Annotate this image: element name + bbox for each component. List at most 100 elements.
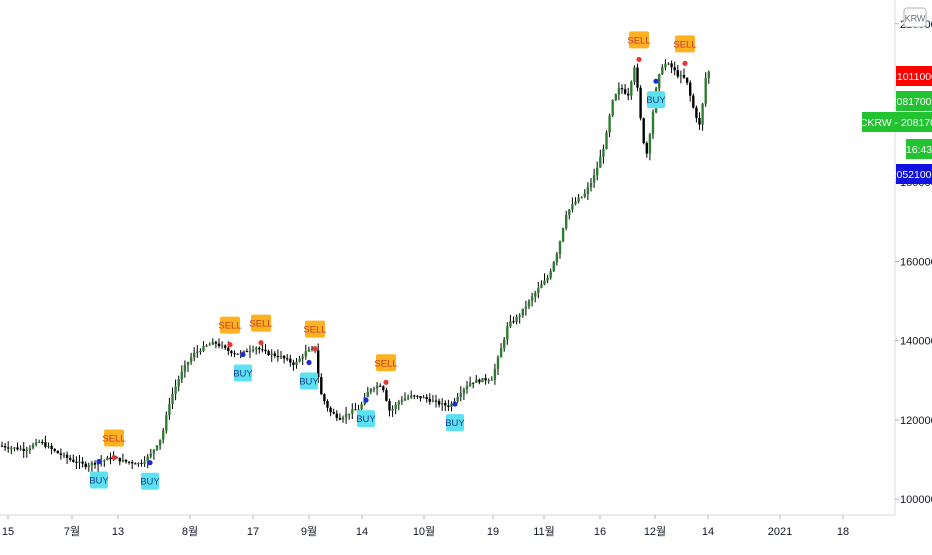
price-labels-layer: 2101100020817000BTCKRW - 2081700016:4320… xyxy=(846,66,932,184)
candle xyxy=(0,441,4,447)
candle xyxy=(233,350,236,358)
price-label[interactable]: 21011000 xyxy=(891,66,932,86)
candle xyxy=(447,399,450,412)
y-tick: 16000000 xyxy=(895,256,932,268)
signals-layer: SELL BUY BUY SELL BUY SELL SELL BUY SELL BUY BUY SE… xyxy=(89,31,697,490)
candle xyxy=(326,399,329,412)
signal-badge xyxy=(251,314,271,332)
candle xyxy=(53,448,56,453)
signal-label: SELL xyxy=(627,35,650,46)
candle xyxy=(323,393,326,405)
x-tick: 11월 xyxy=(533,515,555,538)
sell-signal[interactable]: SELL xyxy=(673,35,697,66)
candle xyxy=(270,349,273,362)
buy-signal[interactable]: BUY xyxy=(140,460,160,490)
buy-signal[interactable]: BUY xyxy=(646,78,666,109)
candle xyxy=(490,376,493,381)
x-tick: 16 xyxy=(594,515,606,538)
x-tick-label: 13 xyxy=(112,526,124,538)
x-tick-label: 15 xyxy=(2,526,14,538)
buy-signal[interactable]: BUY xyxy=(89,458,109,489)
x-tick: 17 xyxy=(247,515,259,538)
candle xyxy=(651,109,655,140)
candle xyxy=(506,322,509,345)
candle xyxy=(642,117,645,145)
candle xyxy=(75,456,78,470)
candle xyxy=(465,381,469,394)
price-label-box xyxy=(896,91,932,111)
candle xyxy=(171,387,174,409)
candle xyxy=(106,455,109,461)
candle xyxy=(512,316,515,324)
x-axis[interactable]: 15 7월 13 8월 17 9월 14 10월 19 11월 16 12월 14 2021 18 xyxy=(2,515,849,538)
signal-badge xyxy=(220,316,240,334)
candle xyxy=(577,193,580,204)
candle xyxy=(472,382,475,389)
candle xyxy=(388,398,391,417)
symbol-price-label[interactable]: BTCKRW - 20817000 xyxy=(846,112,932,132)
price-label-value: - 20817000 xyxy=(892,117,932,129)
candle xyxy=(354,402,357,411)
buy-signal[interactable]: BUY xyxy=(445,401,465,432)
candle xyxy=(608,113,611,138)
signal-badge xyxy=(104,429,124,447)
signal-label: SELL xyxy=(673,39,696,50)
sell-signal[interactable]: SELL xyxy=(303,320,327,352)
candle xyxy=(56,450,59,454)
signal-badge xyxy=(675,35,695,53)
buy-signal[interactable]: BUY xyxy=(299,359,319,390)
candle xyxy=(62,452,66,459)
candle xyxy=(3,442,7,452)
candle xyxy=(65,451,69,465)
sell-signal[interactable]: SELL xyxy=(102,429,126,461)
signal-label: BUY xyxy=(646,95,666,106)
x-tick-label: 16 xyxy=(594,526,606,538)
candle xyxy=(478,378,481,385)
x-tick-label: 2021 xyxy=(768,526,792,538)
candle xyxy=(152,449,156,460)
candle xyxy=(34,438,38,447)
price-label-box xyxy=(896,66,932,86)
candle xyxy=(434,394,438,408)
price-label-text: 20817000 xyxy=(891,96,932,108)
currency-badge[interactable]: KRW xyxy=(903,7,927,28)
candle xyxy=(484,374,487,385)
signal-label: SELL xyxy=(249,319,272,330)
sell-signal[interactable]: SELL xyxy=(627,31,651,63)
candle xyxy=(230,349,233,357)
price-label[interactable]: 20817000 xyxy=(891,91,932,111)
candle xyxy=(658,73,661,95)
sell-signal[interactable]: SELL xyxy=(218,316,242,348)
candle xyxy=(168,397,171,420)
x-tick-label: 11월 xyxy=(533,525,555,538)
candle xyxy=(639,85,642,121)
candle xyxy=(617,82,621,101)
x-tick-label: 12월 xyxy=(644,525,666,538)
sell-signal[interactable]: SELL xyxy=(374,354,398,385)
price-label-box xyxy=(862,112,932,132)
y-axis[interactable]: 2200000018000000160000001400000012000000… xyxy=(895,19,932,506)
price-label-text: 21011000 xyxy=(891,71,932,83)
candle xyxy=(679,70,683,84)
candle xyxy=(521,308,524,318)
price-label-symbol: BTCKRW xyxy=(846,117,891,129)
candle xyxy=(202,341,205,353)
price-label[interactable]: 20521000 xyxy=(891,164,932,184)
candle xyxy=(351,403,354,420)
candle xyxy=(565,210,568,231)
price-label[interactable]: 16:43 xyxy=(906,139,932,159)
candle xyxy=(413,394,416,399)
candle xyxy=(416,395,419,399)
x-tick-label: 14 xyxy=(356,526,368,538)
candle xyxy=(450,401,453,412)
buy-signal[interactable]: BUY xyxy=(233,351,253,382)
signal-badge xyxy=(305,320,325,338)
candle xyxy=(335,410,338,422)
buy-signal[interactable]: BUY xyxy=(356,397,376,428)
candle xyxy=(524,300,528,316)
candle xyxy=(90,460,94,473)
sell-signal[interactable]: SELL xyxy=(249,314,273,346)
signal-label: BUY xyxy=(89,476,109,487)
candle xyxy=(357,404,360,411)
